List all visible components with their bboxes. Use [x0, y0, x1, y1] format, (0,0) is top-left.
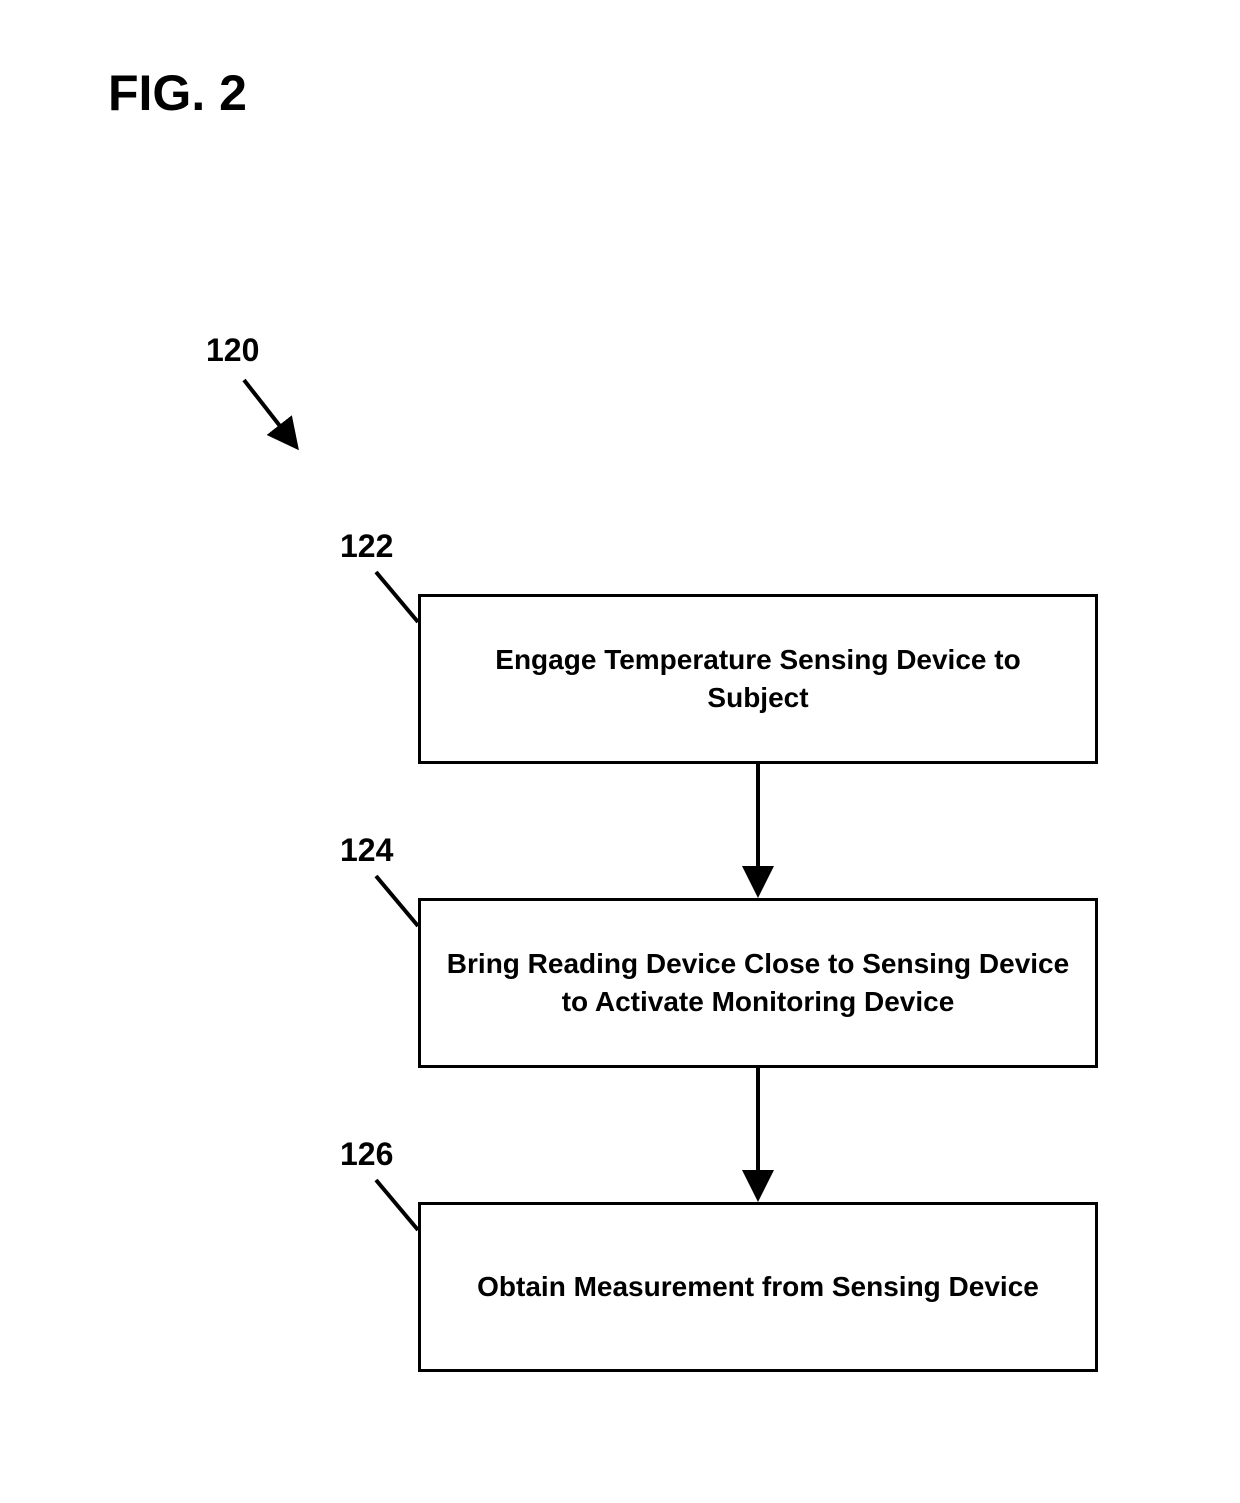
ref-122-leader [376, 572, 418, 622]
ref-120: 120 [206, 332, 259, 369]
ref-120-leader [244, 380, 294, 444]
ref-124-leader [376, 876, 418, 926]
box-126: Obtain Measurement from Sensing Device [418, 1202, 1098, 1372]
ref-126: 126 [340, 1136, 393, 1173]
ref-124: 124 [340, 832, 393, 869]
box-124-text: Bring Reading Device Close to Sensing De… [441, 945, 1075, 1021]
ref-126-leader [376, 1180, 418, 1230]
box-126-text: Obtain Measurement from Sensing Device [477, 1268, 1039, 1306]
box-122: Engage Temperature Sensing Device to Sub… [418, 594, 1098, 764]
box-122-text: Engage Temperature Sensing Device to Sub… [441, 641, 1075, 717]
ref-122: 122 [340, 528, 393, 565]
box-124: Bring Reading Device Close to Sensing De… [418, 898, 1098, 1068]
